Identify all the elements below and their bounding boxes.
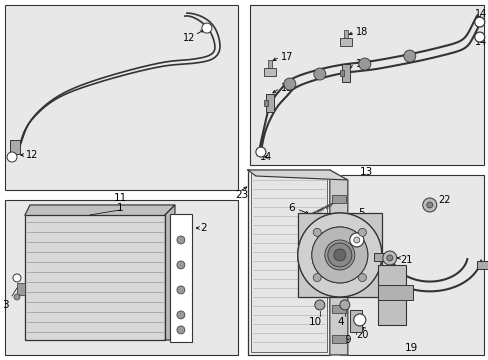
- Text: 14: 14: [474, 37, 486, 47]
- Polygon shape: [247, 170, 347, 180]
- Bar: [264, 100, 267, 106]
- Circle shape: [202, 23, 211, 33]
- Polygon shape: [329, 170, 347, 355]
- Bar: [331, 305, 345, 313]
- Text: 6: 6: [287, 203, 294, 213]
- Bar: [10, 140, 20, 154]
- Text: 8: 8: [394, 313, 401, 323]
- Bar: [331, 225, 345, 233]
- Bar: [377, 285, 412, 300]
- Text: 4: 4: [337, 317, 344, 327]
- Circle shape: [297, 213, 381, 297]
- Text: 14: 14: [259, 152, 271, 162]
- Text: 20: 20: [355, 330, 367, 340]
- Circle shape: [255, 147, 265, 157]
- Circle shape: [313, 228, 321, 237]
- Text: 19: 19: [405, 343, 418, 353]
- Circle shape: [353, 237, 359, 243]
- Text: 7: 7: [367, 235, 374, 245]
- Text: 16: 16: [355, 59, 367, 69]
- Bar: [343, 30, 347, 38]
- Text: 11: 11: [113, 193, 126, 203]
- Circle shape: [474, 32, 484, 42]
- Circle shape: [297, 213, 381, 297]
- Text: 22: 22: [437, 195, 449, 205]
- Circle shape: [177, 236, 184, 244]
- Circle shape: [358, 274, 366, 282]
- Bar: [267, 60, 271, 68]
- Circle shape: [382, 251, 396, 265]
- Circle shape: [353, 314, 365, 326]
- Circle shape: [13, 274, 21, 282]
- Circle shape: [177, 261, 184, 269]
- Text: 21: 21: [399, 255, 411, 265]
- Bar: [476, 261, 488, 269]
- Bar: [169, 214, 191, 342]
- Bar: [331, 195, 345, 203]
- Text: 12: 12: [182, 33, 195, 43]
- Bar: [265, 94, 273, 112]
- Text: 17: 17: [280, 52, 293, 62]
- Circle shape: [324, 240, 354, 270]
- Text: 2: 2: [200, 223, 206, 233]
- Bar: [374, 253, 387, 261]
- Text: 12: 12: [26, 150, 38, 160]
- Circle shape: [474, 17, 484, 27]
- Circle shape: [386, 255, 392, 261]
- Circle shape: [283, 78, 295, 90]
- Circle shape: [339, 300, 349, 310]
- Polygon shape: [164, 205, 175, 340]
- Bar: [339, 70, 343, 76]
- Circle shape: [358, 228, 366, 237]
- Text: 1: 1: [117, 203, 123, 213]
- Bar: [5, 5, 237, 190]
- Circle shape: [313, 274, 321, 282]
- Circle shape: [426, 202, 432, 208]
- Text: 14: 14: [474, 9, 486, 19]
- Circle shape: [333, 249, 345, 261]
- Bar: [17, 283, 25, 295]
- Circle shape: [311, 227, 367, 283]
- Circle shape: [177, 311, 184, 319]
- Circle shape: [177, 326, 184, 334]
- Circle shape: [7, 152, 17, 162]
- Circle shape: [327, 243, 351, 267]
- Bar: [247, 170, 329, 355]
- Bar: [331, 335, 345, 343]
- Circle shape: [349, 233, 363, 247]
- Polygon shape: [25, 215, 164, 340]
- Bar: [331, 265, 345, 273]
- Text: 10: 10: [308, 317, 322, 327]
- Text: 3: 3: [2, 300, 9, 310]
- Circle shape: [358, 58, 370, 70]
- Circle shape: [313, 68, 325, 80]
- Circle shape: [14, 294, 20, 300]
- Bar: [264, 68, 275, 76]
- Circle shape: [403, 50, 415, 62]
- Bar: [5, 200, 237, 355]
- Bar: [339, 38, 351, 46]
- Bar: [341, 64, 349, 82]
- Bar: [297, 213, 381, 297]
- Circle shape: [177, 286, 184, 294]
- Text: 9: 9: [344, 335, 350, 345]
- Text: 15: 15: [280, 83, 293, 93]
- Text: 23: 23: [234, 190, 247, 200]
- Circle shape: [422, 198, 436, 212]
- Text: 5: 5: [357, 208, 364, 218]
- Text: 18: 18: [355, 27, 367, 37]
- Bar: [377, 265, 405, 325]
- Circle shape: [311, 227, 367, 283]
- Text: 13: 13: [360, 167, 373, 177]
- Polygon shape: [25, 205, 175, 215]
- Bar: [349, 310, 361, 332]
- Bar: [250, 173, 326, 352]
- Circle shape: [314, 300, 324, 310]
- Bar: [249, 5, 483, 165]
- Bar: [339, 175, 483, 355]
